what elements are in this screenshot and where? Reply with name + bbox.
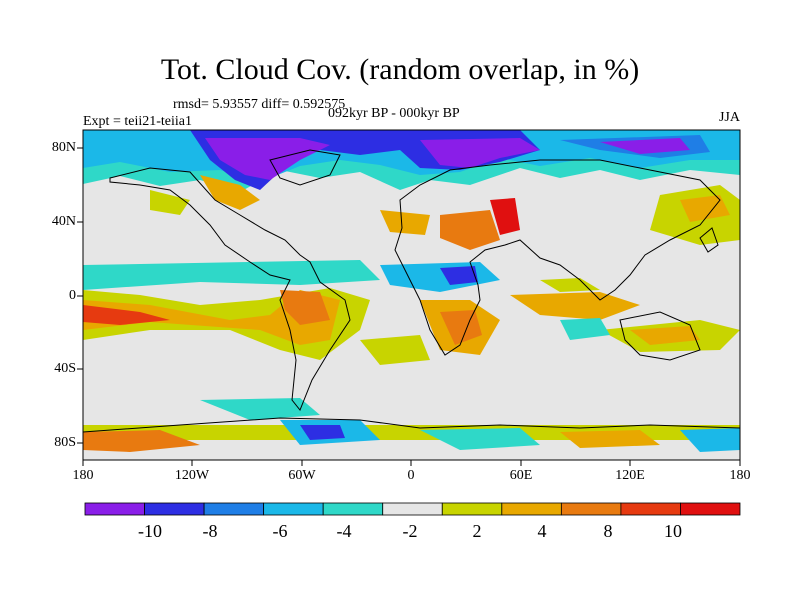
colorbar-swatch xyxy=(84,502,145,516)
colorbar-swatch xyxy=(203,502,265,516)
lon-label-180w: 180 xyxy=(72,468,94,483)
colorbar-label: 2 xyxy=(472,521,482,541)
colorbar-label: -10 xyxy=(138,521,162,541)
colorbar-swatch xyxy=(560,502,622,516)
lat-label-0: 0 xyxy=(69,288,76,303)
colorbar-swatch xyxy=(144,502,205,516)
colorbar-label: -4 xyxy=(336,521,352,541)
season-label: JJA xyxy=(718,110,740,125)
colorbar-swatch xyxy=(441,502,503,516)
lon-label-180e: 180 xyxy=(729,468,751,483)
lat-label-40s: 40S xyxy=(54,361,76,376)
colorbar-swatch xyxy=(382,502,443,516)
map-title: Tot. Cloud Cov. (random overlap, in %) xyxy=(160,53,640,86)
colorbar-swatch xyxy=(680,502,741,516)
colorbar-label: 10 xyxy=(664,521,682,541)
colorbar-swatch xyxy=(263,502,324,516)
colorbar-label: -2 xyxy=(402,521,418,541)
colorbar-label: 4 xyxy=(537,521,547,541)
lat-label-80n: 80N xyxy=(51,140,76,155)
experiment-label: Expt = teii21-teiia1 xyxy=(83,114,192,129)
colorbar-swatch xyxy=(620,502,681,516)
axis-ticks xyxy=(77,147,741,466)
colorbar-label: -8 xyxy=(202,521,218,541)
lon-label-60w: 60W xyxy=(288,468,316,483)
colorbar-label: -6 xyxy=(272,521,288,541)
cloud-cover-field xyxy=(83,130,740,460)
lon-label-120e: 120E xyxy=(615,468,645,483)
colorbar xyxy=(84,502,741,516)
lat-label-40n: 40N xyxy=(51,214,76,229)
lon-label-60e: 60E xyxy=(509,468,533,483)
colorbar-swatch xyxy=(501,502,562,516)
lon-label-0: 0 xyxy=(407,468,415,483)
colorbar-swatch xyxy=(322,502,384,516)
lon-label-120w: 120W xyxy=(174,468,210,483)
coastlines xyxy=(83,149,740,433)
colorbar-label: 8 xyxy=(603,521,613,541)
period-label: 092kyr BP - 000kyr BP xyxy=(328,106,460,121)
lat-label-80s: 80S xyxy=(54,435,76,450)
rmsd-stats: rmsd= 5.93557 diff= 0.592575 xyxy=(173,97,346,112)
